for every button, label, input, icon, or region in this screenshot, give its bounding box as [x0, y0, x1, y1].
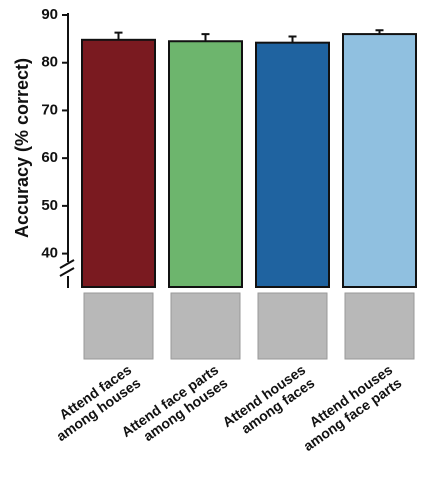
y-tick-label: 70 [41, 101, 58, 118]
bar [343, 34, 416, 287]
y-tick-label: 90 [41, 6, 58, 23]
y-tick-label: 40 [41, 245, 58, 262]
bar [169, 41, 242, 287]
y-tick-label: 50 [41, 197, 58, 214]
error-bar [202, 34, 210, 41]
y-tick-label: 80 [41, 54, 58, 71]
chart: Accuracy (% correct) 40 50 60 70 80 90 Attend … [0, 0, 425, 495]
stimulus-image [345, 293, 414, 359]
error-bar [115, 33, 123, 40]
bar [82, 40, 155, 287]
axis-break [60, 268, 74, 276]
stimulus-image [258, 293, 327, 359]
y-tick-label: 60 [41, 149, 58, 166]
bar [256, 43, 329, 287]
y-axis-label: Accuracy (% correct) [12, 58, 32, 238]
stimulus-image [171, 293, 240, 359]
stimulus-image [84, 293, 153, 359]
